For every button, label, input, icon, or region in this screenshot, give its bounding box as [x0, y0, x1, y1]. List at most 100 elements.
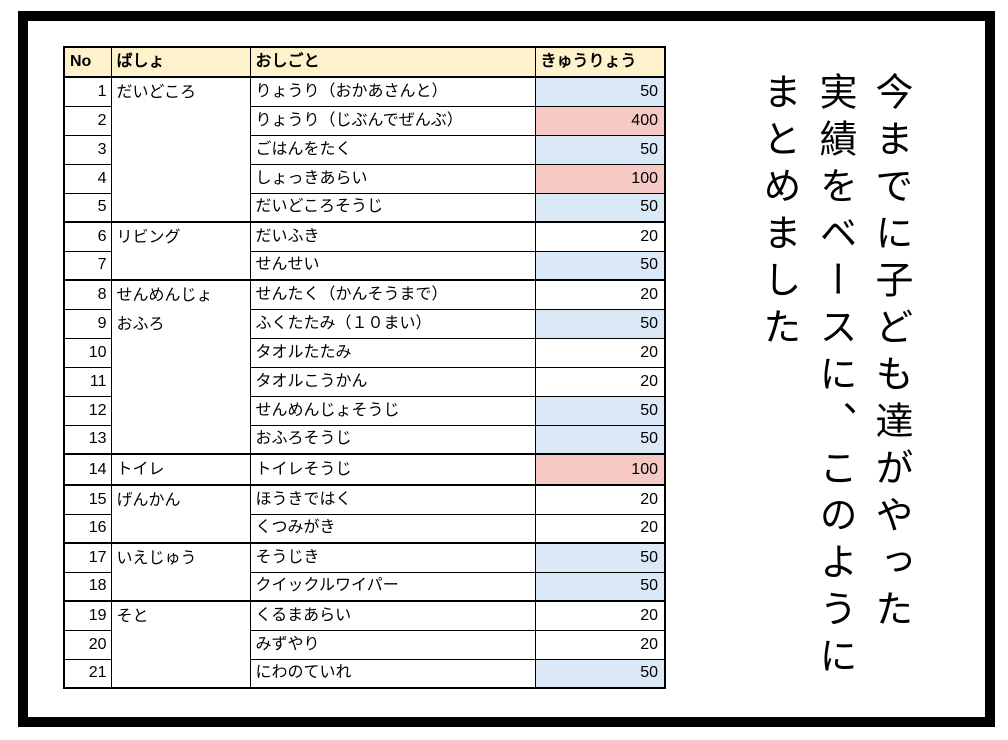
place-cell: だいどころ: [110, 76, 251, 223]
task-cell: だいふき: [249, 221, 536, 252]
narration-vertical-text: 今までに子ども達がやった 実績をベースに、このように まとめました: [750, 72, 918, 683]
no-cell: 13: [63, 424, 112, 455]
table-row: 18 クイックルワイパー 50: [63, 571, 666, 602]
table-row: 17 いえじゅう そうじき 50: [63, 542, 666, 602]
pay-cell: 20: [534, 279, 666, 310]
pay-cell: 50: [534, 250, 666, 281]
no-cell: 3: [63, 134, 112, 165]
place-cell: そと: [110, 600, 251, 689]
table-row: 14 トイレ トイレそうじ 100: [63, 453, 666, 486]
table-row: 15 げんかん ほうきではく 20: [63, 484, 666, 544]
table-row: 16 くつみがき 20: [63, 513, 666, 544]
chore-table-container: No ばしょ おしごと きゅうりょう 1 だいどころ りょうり（おかあさんと） …: [63, 46, 666, 689]
table-row: 1 だいどころ りょうり（おかあさんと） 50: [63, 76, 666, 223]
narration-line-2: 実績をベースに、このように: [813, 72, 855, 683]
pay-cell: 20: [534, 484, 666, 515]
table-row: 9 ふくたたみ（１０まい） 50: [63, 308, 666, 339]
task-cell: せんせい: [249, 250, 536, 281]
table-row: 5 だいどころそうじ 50: [63, 192, 666, 223]
pay-cell: 50: [534, 308, 666, 339]
no-cell: 19: [63, 600, 112, 631]
pay-cell: 400: [534, 105, 666, 136]
no-cell: 6: [63, 221, 112, 252]
no-cell: 1: [63, 76, 112, 107]
task-cell: そうじき: [249, 542, 536, 573]
table-row: 13 おふろそうじ 50: [63, 424, 666, 455]
task-cell: くつみがき: [249, 513, 536, 544]
pay-cell: 20: [534, 221, 666, 252]
col-header-no: No: [63, 46, 112, 78]
task-cell: タオルたたみ: [249, 337, 536, 368]
no-cell: 7: [63, 250, 112, 281]
task-cell: ふくたたみ（１０まい）: [249, 308, 536, 339]
task-cell: せんたく（かんそうまで）: [249, 279, 536, 310]
task-cell: トイレそうじ: [249, 453, 536, 486]
task-cell: せんめんじょそうじ: [249, 395, 536, 426]
table-row: 21 にわのていれ 50: [63, 658, 666, 689]
no-cell: 9: [63, 308, 112, 339]
no-cell: 21: [63, 658, 112, 689]
no-cell: 5: [63, 192, 112, 223]
pay-cell: 50: [534, 395, 666, 426]
pay-cell: 50: [534, 571, 666, 602]
task-cell: りょうり（おかあさんと）: [249, 76, 536, 107]
task-cell: りょうり（じぶんでぜんぶ）: [249, 105, 536, 136]
pay-cell: 20: [534, 366, 666, 397]
chore-wage-table: No ばしょ おしごと きゅうりょう 1 だいどころ りょうり（おかあさんと） …: [63, 46, 666, 689]
task-cell: くるまあらい: [249, 600, 536, 631]
pay-cell: 100: [534, 453, 666, 486]
pay-cell: 20: [534, 513, 666, 544]
pay-cell: 50: [534, 192, 666, 223]
table-row: 12 せんめんじょそうじ 50: [63, 395, 666, 426]
pay-cell: 50: [534, 658, 666, 689]
no-cell: 2: [63, 105, 112, 136]
narration-line-1: 今までに子ども達がやった: [869, 72, 911, 636]
no-cell: 20: [63, 629, 112, 660]
no-cell: 18: [63, 571, 112, 602]
task-cell: タオルこうかん: [249, 366, 536, 397]
no-cell: 10: [63, 337, 112, 368]
place-cell: トイレ: [110, 453, 251, 486]
pay-cell: 50: [534, 134, 666, 165]
no-cell: 14: [63, 453, 112, 486]
task-cell: クイックルワイパー: [249, 571, 536, 602]
no-cell: 15: [63, 484, 112, 515]
table-row: 2 りょうり（じぶんでぜんぶ） 400: [63, 105, 666, 136]
pay-cell: 20: [534, 629, 666, 660]
panel-frame: No ばしょ おしごと きゅうりょう 1 だいどころ りょうり（おかあさんと） …: [18, 11, 995, 727]
table-row: 3 ごはんをたく 50: [63, 134, 666, 165]
table-row: 6 リビング だいふき 20: [63, 221, 666, 281]
no-cell: 4: [63, 163, 112, 194]
no-cell: 17: [63, 542, 112, 573]
table-row: 10 タオルたたみ 20: [63, 337, 666, 368]
pay-cell: 20: [534, 337, 666, 368]
pay-cell: 20: [534, 600, 666, 631]
no-cell: 11: [63, 366, 112, 397]
no-cell: 16: [63, 513, 112, 544]
narration-line-3: まとめました: [757, 72, 799, 354]
task-cell: にわのていれ: [249, 658, 536, 689]
task-cell: おふろそうじ: [249, 424, 536, 455]
pay-cell: 50: [534, 76, 666, 107]
pay-cell: 100: [534, 163, 666, 194]
place-line-1: せんめんじょ: [116, 287, 213, 304]
pay-cell: 50: [534, 542, 666, 573]
task-cell: ほうきではく: [249, 484, 536, 515]
table-row: 11 タオルこうかん 20: [63, 366, 666, 397]
task-cell: ごはんをたく: [249, 134, 536, 165]
col-header-pay: きゅうりょう: [534, 46, 666, 78]
table-row: 8 せんめんじょ おふろ せんたく（かんそうまで） 20: [63, 279, 666, 455]
col-header-task: おしごと: [249, 46, 536, 78]
table-row: 19 そと くるまあらい 20: [63, 600, 666, 689]
no-cell: 12: [63, 395, 112, 426]
no-cell: 8: [63, 279, 112, 310]
place-cell: げんかん: [110, 484, 251, 544]
task-cell: しょっきあらい: [249, 163, 536, 194]
task-cell: みずやり: [249, 629, 536, 660]
task-cell: だいどころそうじ: [249, 192, 536, 223]
place-line-2: おふろ: [116, 316, 165, 333]
header-row: No ばしょ おしごと きゅうりょう: [63, 46, 666, 78]
place-cell: せんめんじょ おふろ: [110, 279, 251, 455]
pay-cell: 50: [534, 424, 666, 455]
